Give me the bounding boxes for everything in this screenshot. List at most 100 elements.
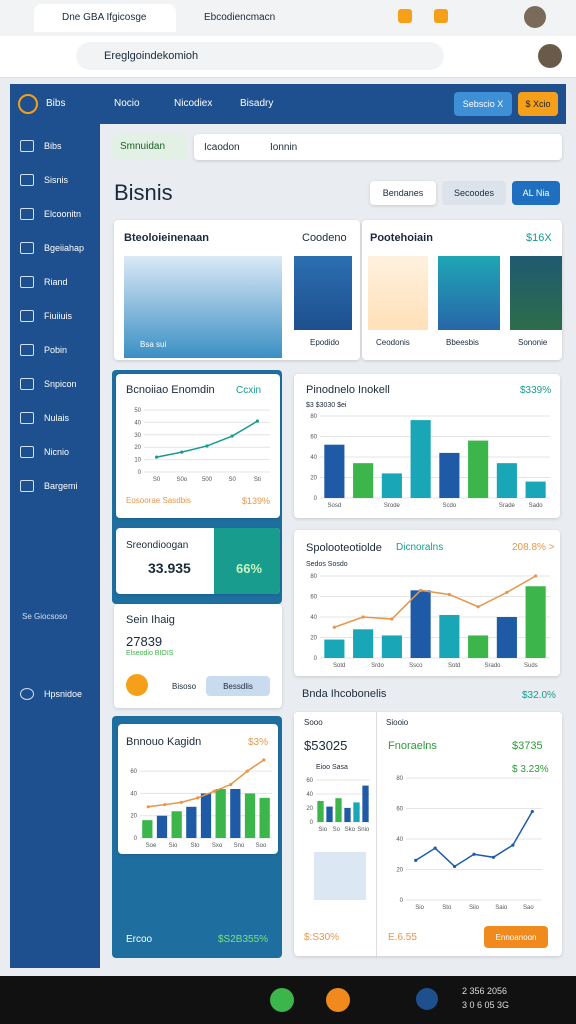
report-label: Sooo bbox=[304, 718, 323, 727]
sidebar-item[interactable]: Bgeiiahap bbox=[10, 231, 100, 265]
point bbox=[155, 455, 159, 459]
point bbox=[255, 419, 259, 423]
chart: 0 20 40 60 Sio So Sko Snio bbox=[306, 778, 370, 833]
point bbox=[491, 855, 496, 859]
nav-link[interactable]: Nicodiex bbox=[174, 98, 213, 109]
x-tick-label: Sko bbox=[345, 827, 356, 833]
x-tick-label: Srode bbox=[384, 503, 401, 509]
avatar[interactable] bbox=[538, 44, 562, 68]
logo bbox=[18, 94, 38, 114]
nav-link[interactable]: Bisadry bbox=[240, 98, 274, 109]
report-change: $ 3.23% bbox=[512, 764, 549, 775]
sidebar-item[interactable]: Elcoonitn bbox=[10, 197, 100, 231]
brand: Bibs bbox=[46, 98, 66, 109]
search-chip[interactable]: Smnuidan bbox=[112, 134, 188, 160]
x-tick-label: Suds bbox=[524, 663, 538, 669]
point bbox=[447, 592, 451, 597]
sidebar-item[interactable]: Sisnis bbox=[10, 163, 100, 197]
extension-icon[interactable] bbox=[434, 9, 448, 23]
x-tick-label: Snio bbox=[357, 827, 370, 833]
sidebar-label: Fiuiiuis bbox=[44, 311, 73, 321]
x-tick-label: Scdo bbox=[443, 503, 457, 509]
icon bbox=[126, 674, 148, 696]
card-title: Sein Ihaig bbox=[126, 614, 175, 626]
y-tick-label: 40 bbox=[310, 615, 317, 621]
nav-link[interactable]: Nocio bbox=[114, 98, 140, 109]
button[interactable]: Bessdlis bbox=[206, 676, 270, 696]
card-value: $339% bbox=[520, 385, 552, 396]
header-button[interactable]: Sebscio X bbox=[454, 92, 512, 116]
y-tick-label: 0 bbox=[314, 496, 318, 502]
avatar[interactable] bbox=[524, 6, 546, 28]
y-tick-label: 60 bbox=[396, 807, 403, 813]
address-bar[interactable]: Ereglgoindekomioh bbox=[76, 42, 444, 70]
point bbox=[505, 590, 509, 594]
filter[interactable]: Ionnin bbox=[270, 142, 298, 153]
product-card: Pinodnelo Inokell $339% $3 $3030 $ei 0 20… bbox=[294, 374, 560, 518]
sidebar-item[interactable]: Snpicon bbox=[10, 367, 100, 401]
taskbar-app[interactable] bbox=[416, 988, 438, 1010]
line bbox=[148, 759, 265, 808]
page-button[interactable]: Secoodes bbox=[442, 181, 506, 205]
sidebar-item[interactable]: Nulais bbox=[10, 401, 100, 435]
sidebar-item[interactable]: Riand bbox=[10, 265, 100, 299]
tile-title: Coodeno bbox=[302, 232, 347, 244]
sidebar-item[interactable]: Bargemi bbox=[10, 469, 100, 503]
bar bbox=[468, 635, 489, 658]
clock: 3 0 6 05 3G bbox=[462, 1000, 510, 1010]
y-tick-label: 20 bbox=[134, 445, 141, 451]
legend: Eioo Sasa bbox=[316, 764, 348, 771]
filter[interactable]: Icaodon bbox=[204, 142, 240, 153]
sidebar-footer-label: Hpsnidoe bbox=[44, 689, 83, 699]
card-value: $3% bbox=[248, 737, 269, 748]
point bbox=[332, 625, 336, 629]
page-button[interactable]: Bendanes bbox=[370, 181, 436, 205]
tab[interactable]: Dne GBA Ifgicosge bbox=[34, 4, 176, 32]
x-tick-label: So bbox=[333, 827, 341, 833]
report-card: Sooo $53025 Eioo Sasa 0 20 40 60 Sio So Sko Sni… bbox=[294, 712, 562, 956]
point bbox=[414, 858, 418, 862]
x-tick-label: Sno bbox=[234, 843, 245, 849]
panel-footer: Ercoo bbox=[126, 934, 153, 945]
tab[interactable]: Ebcodiencmacn bbox=[204, 12, 276, 23]
sidebar-item[interactable]: Pobin bbox=[10, 333, 100, 367]
point bbox=[179, 800, 183, 804]
bar bbox=[353, 629, 374, 658]
sidebar-item[interactable]: Fiuiiuis bbox=[10, 299, 100, 333]
card-title: Bnnouo Kagidn bbox=[126, 736, 202, 748]
tiles-card: Pootehoiain $16X Ceodonis Bbeesbis Sonon… bbox=[362, 220, 562, 360]
point bbox=[419, 588, 423, 592]
bar bbox=[156, 815, 168, 838]
y-tick-label: 0 bbox=[314, 656, 318, 662]
y-tick-label: 50 bbox=[134, 408, 141, 414]
point bbox=[262, 758, 266, 762]
bar bbox=[525, 481, 546, 498]
link[interactable]: Bisoso bbox=[172, 682, 197, 691]
report-label: Siooio bbox=[386, 718, 409, 727]
header-button[interactable]: $ Xcio bbox=[518, 92, 558, 116]
x-tick-label: Sto bbox=[442, 905, 452, 911]
y-tick-label: 20 bbox=[130, 814, 137, 820]
bar bbox=[439, 614, 460, 658]
image-caption: Bsa sui bbox=[140, 340, 167, 349]
bar bbox=[324, 639, 345, 658]
report-button[interactable]: Ennoanoon bbox=[484, 926, 548, 948]
point bbox=[205, 444, 209, 448]
extension-icon[interactable] bbox=[398, 9, 412, 23]
y-tick-label: 40 bbox=[306, 792, 313, 798]
chart: 0 20 40 60 80 Sio Sto Siio Saio Sao bbox=[396, 776, 542, 911]
sidebar-item[interactable]: Bibs bbox=[10, 129, 100, 163]
feature-card: Bteoloieinenaan Bsa sui Coodeno Epodido bbox=[114, 220, 360, 360]
taskbar-app[interactable] bbox=[326, 988, 350, 1012]
x-tick-label: Srdo bbox=[371, 663, 384, 669]
page-button[interactable]: AL Nia bbox=[512, 181, 560, 205]
sidebar-footer[interactable]: Hpsnidoe bbox=[20, 684, 82, 704]
y-tick-label: 80 bbox=[310, 414, 317, 420]
sidebar-item[interactable]: Nicnio bbox=[10, 435, 100, 469]
sidebar-note: Se Giocsoso bbox=[22, 612, 68, 621]
sidebar-label: Nicnio bbox=[44, 447, 70, 457]
taskbar-app[interactable] bbox=[270, 988, 294, 1012]
bar bbox=[215, 788, 226, 838]
kpi-panel bbox=[214, 528, 280, 594]
